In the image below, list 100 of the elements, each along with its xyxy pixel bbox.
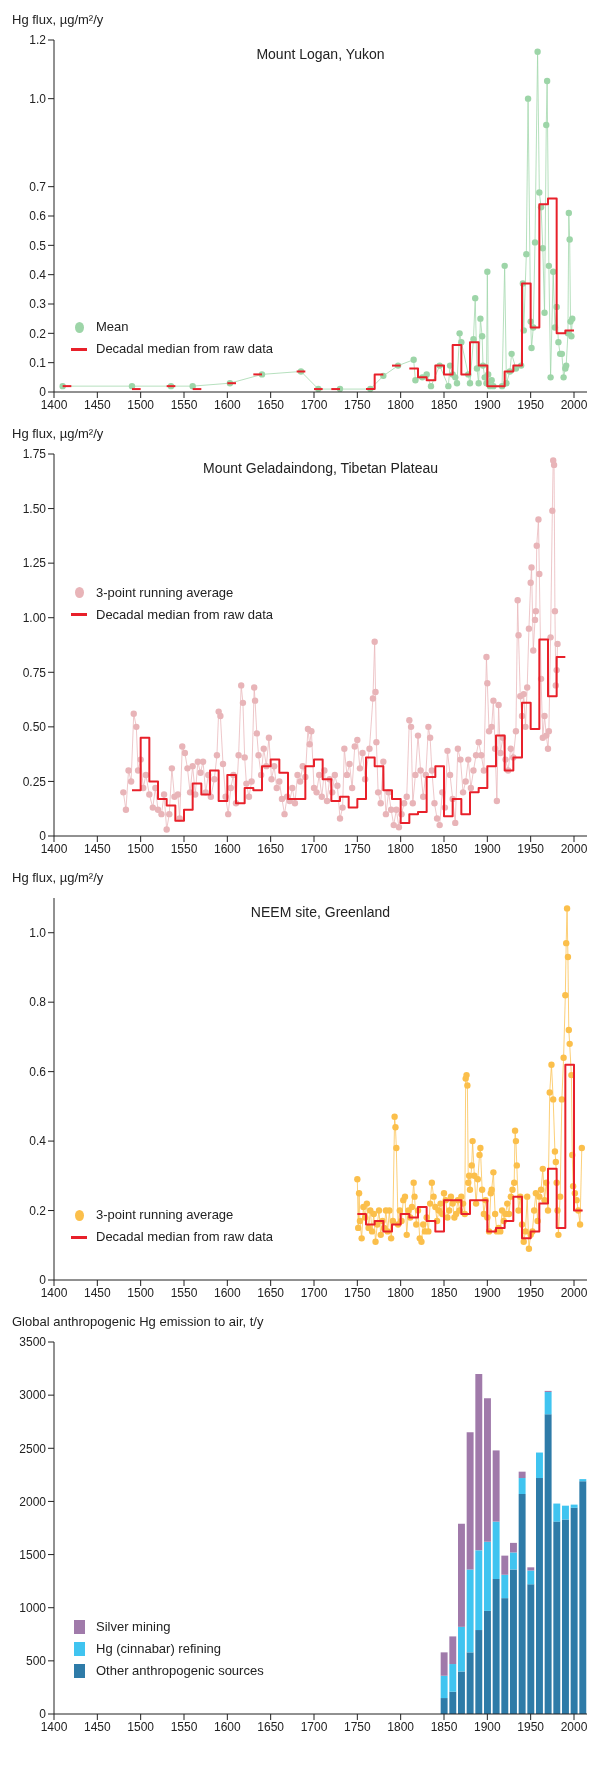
x-tick-label: 1850 xyxy=(430,841,458,856)
x-tick-label: 1950 xyxy=(517,841,545,856)
y-tick-label: 1.75 xyxy=(22,447,47,462)
y-tick-label: 1.00 xyxy=(22,610,47,625)
x-tick-label: 1800 xyxy=(387,1285,415,1300)
x-tick-label: 1900 xyxy=(473,397,501,412)
bar xyxy=(518,1478,526,1494)
x-tick-label: 1550 xyxy=(170,1285,198,1300)
legend-label: Hg (cinnabar) refining xyxy=(96,1640,222,1658)
bar xyxy=(527,1570,535,1585)
bar xyxy=(484,1610,491,1714)
y-tick-label: 0.75 xyxy=(22,665,47,680)
x-tick-label: 1450 xyxy=(83,1285,111,1300)
bar xyxy=(518,1471,526,1479)
x-tick-label: 1400 xyxy=(40,1719,68,1734)
x-tick-label: 1450 xyxy=(83,1719,111,1734)
y-tick-label: 0.6 xyxy=(29,209,47,224)
bar xyxy=(536,1478,543,1714)
chart-title: NEEM site, Greenland xyxy=(249,904,392,920)
x-tick-label: 1450 xyxy=(83,397,111,412)
y-tick-label: 0.2 xyxy=(29,1203,47,1218)
y-axis-title: Global anthropogenic Hg emission to air, t/y xyxy=(11,1313,265,1331)
x-tick-label: 1450 xyxy=(83,841,111,856)
legend-label: Other anthropogenic sources xyxy=(96,1662,264,1680)
y-tick-label: 0 xyxy=(39,829,47,844)
x-tick-label: 1400 xyxy=(40,397,68,412)
y-axis-title: Hg flux, µg/m²/y xyxy=(11,425,105,443)
bar xyxy=(562,1519,569,1714)
x-tick-label: 1750 xyxy=(343,1719,371,1734)
bar xyxy=(562,1505,569,1520)
y-tick-label: 1000 xyxy=(19,1600,47,1615)
x-tick-label: 1800 xyxy=(387,397,415,412)
bar xyxy=(501,1555,509,1575)
y-tick-label: 0.4 xyxy=(29,1134,47,1149)
x-tick-label: 1900 xyxy=(473,1719,501,1734)
x-tick-label: 1500 xyxy=(127,1285,155,1300)
x-tick-label: 1900 xyxy=(473,841,501,856)
x-tick-label: 1750 xyxy=(343,1285,371,1300)
x-tick-label: 1800 xyxy=(387,1719,415,1734)
x-tick-label: 1650 xyxy=(257,1719,285,1734)
bar xyxy=(527,1567,535,1571)
y-tick-label: 2500 xyxy=(19,1441,47,1456)
x-tick-label: 1750 xyxy=(343,397,371,412)
y-tick-label: 1500 xyxy=(19,1547,47,1562)
y-tick-label: 0.7 xyxy=(29,179,47,194)
chart-title: Mount Logan, Yukon xyxy=(255,46,386,62)
x-tick-label: 1550 xyxy=(170,397,198,412)
y-tick-label: 0.3 xyxy=(29,297,47,312)
x-tick-label: 1700 xyxy=(300,1285,328,1300)
y-axis-title: Hg flux, µg/m²/y xyxy=(11,11,105,29)
x-tick-label: 1850 xyxy=(430,397,458,412)
x-tick-label: 2000 xyxy=(560,397,588,412)
y-tick-label: 0.1 xyxy=(29,355,47,370)
bar xyxy=(458,1671,465,1714)
y-tick-label: 0.25 xyxy=(22,774,47,789)
x-tick-label: 1600 xyxy=(213,1285,241,1300)
x-tick-label: 1850 xyxy=(430,1285,458,1300)
x-tick-label: 2000 xyxy=(560,1285,588,1300)
legend-label: Decadal median from raw data xyxy=(96,1228,274,1246)
y-tick-label: 0.8 xyxy=(29,995,47,1010)
y-tick-label: 0.2 xyxy=(29,326,47,341)
x-tick-label: 1950 xyxy=(517,1285,545,1300)
bar xyxy=(484,1541,491,1611)
legend-label: 3-point running average xyxy=(96,583,234,602)
bar xyxy=(570,1504,578,1508)
text: Mount Geladaindong, Tibetan Plateau xyxy=(201,460,440,476)
x-tick-label: 1800 xyxy=(387,841,415,856)
x-tick-label: 1400 xyxy=(40,841,68,856)
bar xyxy=(510,1569,517,1714)
x-tick-label: 1700 xyxy=(300,841,328,856)
y-tick-label: 1.0 xyxy=(29,91,47,106)
x-tick-label: 1900 xyxy=(473,1285,501,1300)
bar xyxy=(536,1452,543,1479)
x-tick-label: 1600 xyxy=(213,397,241,412)
bar xyxy=(510,1542,517,1553)
x-tick-label: 1700 xyxy=(300,1719,328,1734)
y-tick-label: 2000 xyxy=(19,1494,47,1509)
bar xyxy=(510,1552,517,1570)
legend-label: Decadal median from raw data xyxy=(96,340,274,358)
legend-label: Mean xyxy=(96,318,129,336)
x-tick-label: 1950 xyxy=(517,397,545,412)
y-tick-label: 0 xyxy=(39,385,47,400)
x-tick-label: 1500 xyxy=(127,1719,155,1734)
x-tick-label: 1600 xyxy=(213,841,241,856)
x-tick-label: 1600 xyxy=(213,1719,241,1734)
y-tick-label: 500 xyxy=(25,1654,47,1669)
x-tick-label: 1550 xyxy=(170,841,198,856)
x-tick-label: 1400 xyxy=(40,1285,68,1300)
bar xyxy=(458,1626,465,1672)
x-tick-label: 1700 xyxy=(300,397,328,412)
x-tick-label: 1500 xyxy=(127,397,155,412)
x-tick-label: 1500 xyxy=(127,841,155,856)
y-tick-label: 0 xyxy=(39,1707,47,1722)
y-tick-label: 1.2 xyxy=(29,33,47,48)
bar xyxy=(579,1479,587,1482)
legend-label: 3-point running average xyxy=(96,1206,234,1224)
y-tick-label: 1.25 xyxy=(22,556,47,571)
x-tick-label: 1650 xyxy=(257,397,285,412)
y-tick-label: 0.6 xyxy=(29,1064,47,1079)
legend-label: Silver mining xyxy=(96,1618,171,1636)
